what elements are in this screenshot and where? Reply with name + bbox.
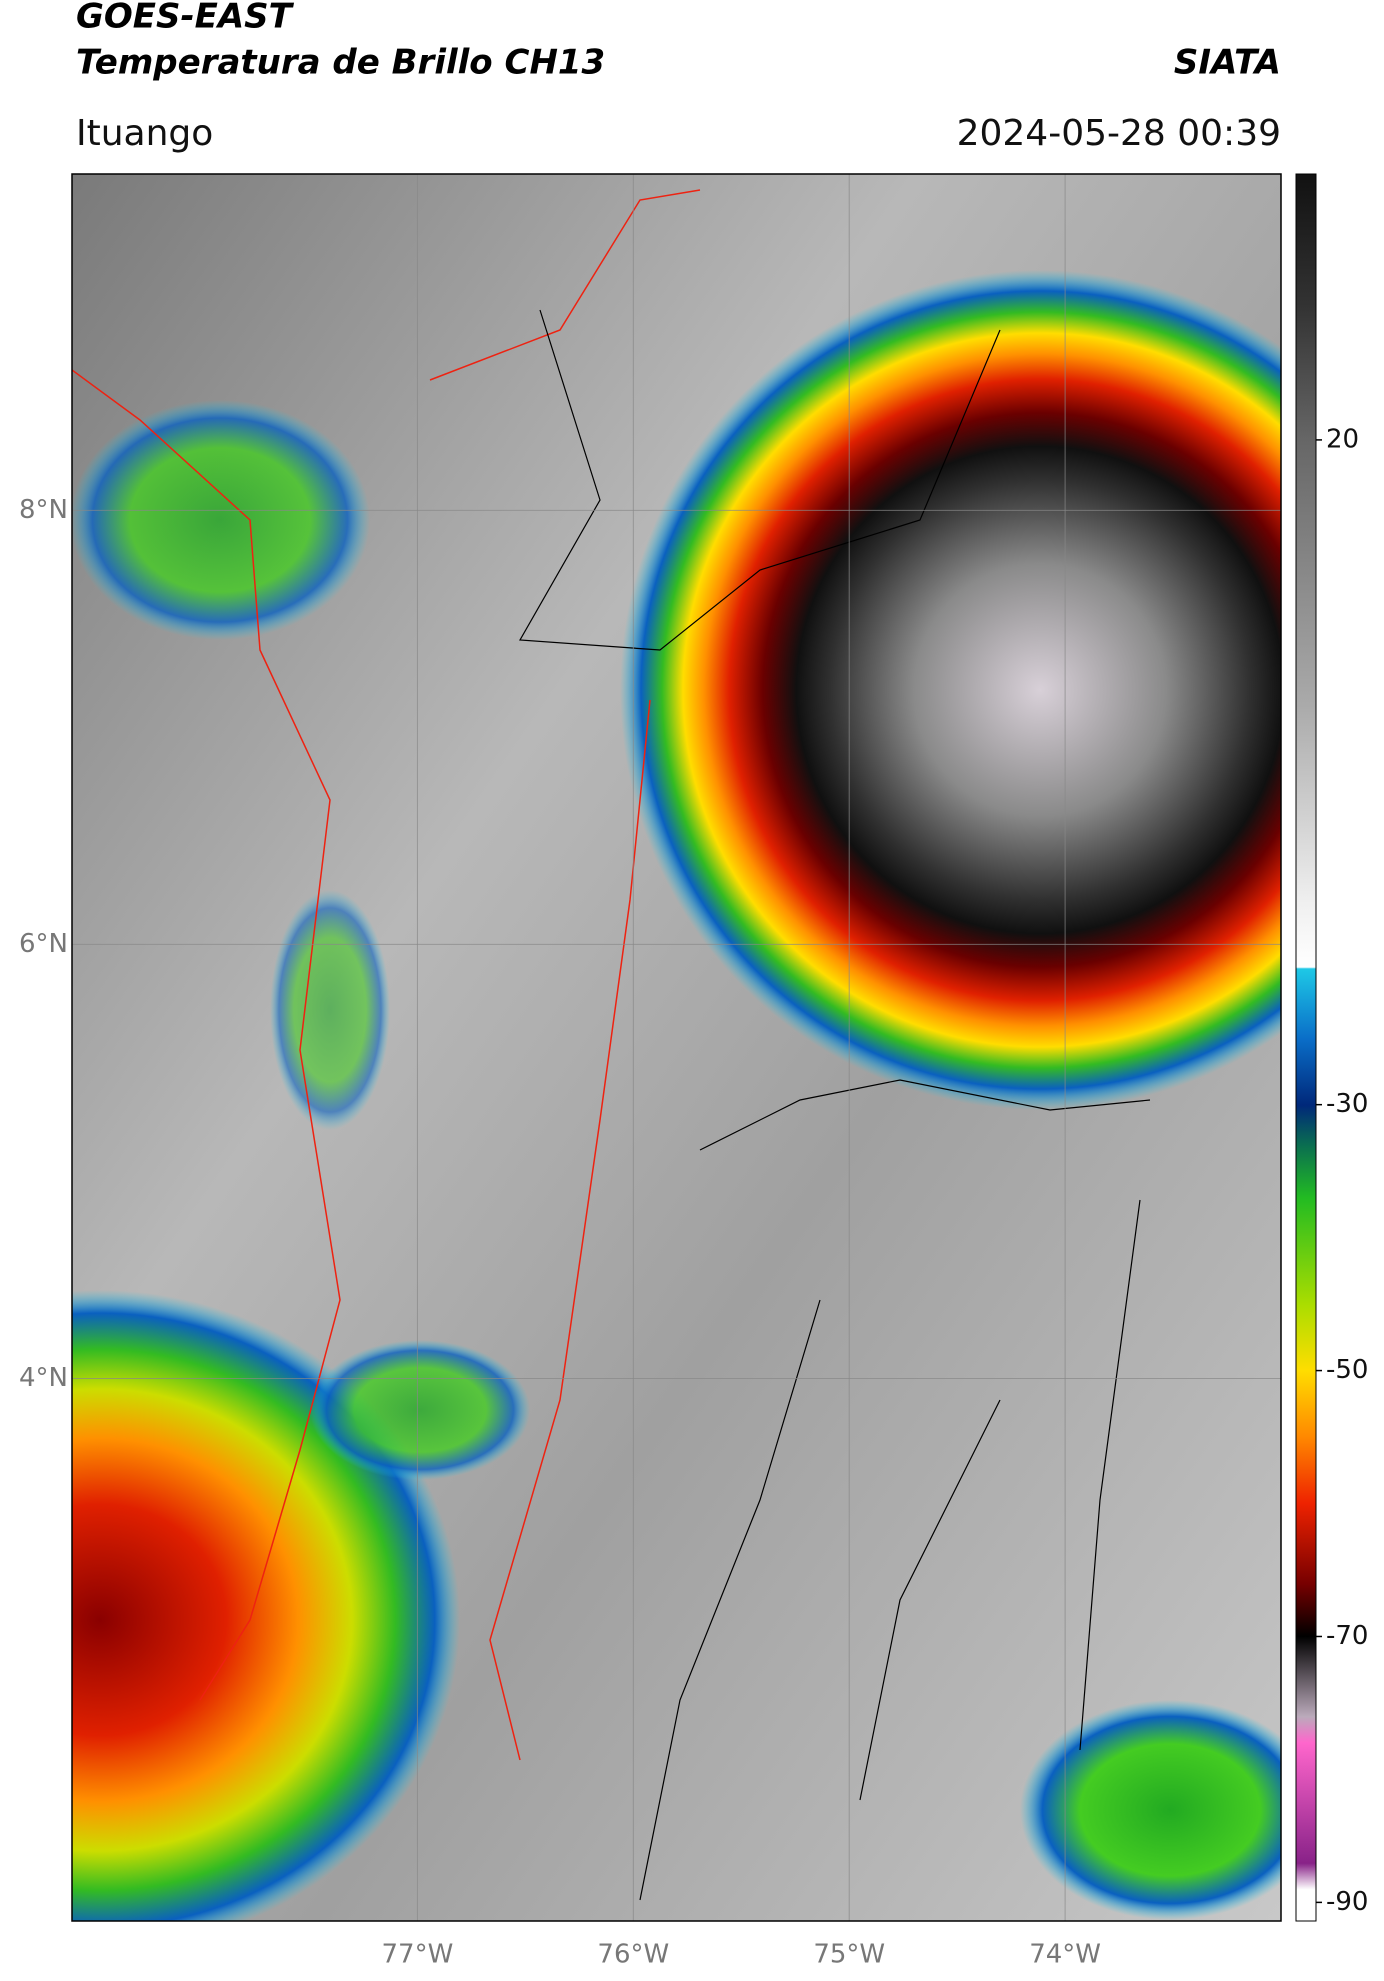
colorbar-tick-label: -50 (1326, 1355, 1368, 1385)
source: SIATA (1174, 43, 1281, 83)
product: Temperatura de Brillo CH13 (76, 43, 605, 83)
lat-tick-label: 6°N (19, 929, 68, 959)
location: Ituango (76, 113, 213, 154)
map-frame (71, 173, 1282, 1922)
colorbar-tick-label: -30 (1326, 1089, 1368, 1119)
lon-tick-label: 77°W (382, 1940, 454, 1970)
lat-tick-label: 4°N (19, 1363, 68, 1393)
lon-tick-label: 74°W (1029, 1940, 1101, 1970)
lat-tick-label: 8°N (19, 495, 68, 525)
colorbar-tick-label: -90 (1326, 1887, 1368, 1917)
colorbar (1295, 173, 1317, 1922)
lon-tick-label: 76°W (597, 1940, 669, 1970)
satellite: GOES-EAST (76, 0, 295, 37)
colorbar-tick-label: 20 (1326, 424, 1359, 454)
satellite-image (72, 174, 1281, 1921)
lon-tick-label: 75°W (813, 1940, 885, 1970)
datetime: 2024-05-28 00:39 (957, 113, 1281, 154)
colorbar-tick-label: -70 (1326, 1621, 1368, 1651)
